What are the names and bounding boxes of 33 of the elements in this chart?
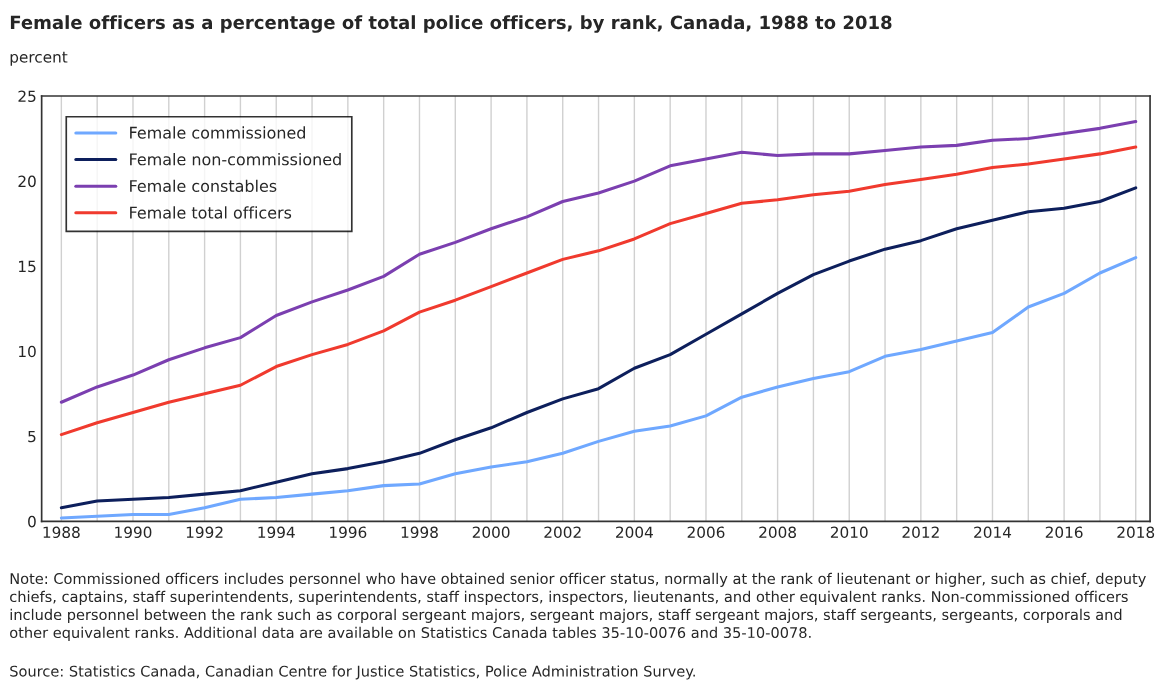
x-tick-label: 1990 <box>115 526 152 539</box>
legend-label: Female total officers <box>130 206 292 219</box>
x-tick-label: 2014 <box>974 526 1012 539</box>
legend-label: Female constables <box>130 179 277 193</box>
line-series <box>59 145 1138 437</box>
y-tick-label: 15 <box>19 260 36 273</box>
x-tick-label: 2016 <box>1045 526 1083 539</box>
y-tick-label: 20 <box>18 175 36 188</box>
y-axis-title: percent <box>10 51 68 66</box>
source-note: Source: Statistics Canada, Canadian Centre for Justice Statistics, Police Administration Survey. <box>10 665 695 680</box>
y-tick-label: 10 <box>19 345 36 358</box>
y-tick-label: 25 <box>18 90 36 103</box>
x-tick-label: 2018 <box>1117 526 1155 539</box>
x-tick-label: 1996 <box>330 526 367 539</box>
x-tick-label: 2012 <box>902 526 939 539</box>
x-tick-label: 2006 <box>687 526 725 539</box>
x-tick-label: 2000 <box>472 526 510 539</box>
x-tick-label: 1998 <box>401 526 438 539</box>
legend-label: Female non-commissioned <box>130 153 341 166</box>
y-tick-label: 0 <box>28 515 36 528</box>
legend-label: Female commissioned <box>130 126 305 139</box>
x-tick-label: 2010 <box>830 526 868 539</box>
chart-title: Female officers as a percentage of total police officers, by rank, Canada, 1988 to 2018 <box>10 15 892 33</box>
x-tick-label: 2002 <box>544 526 581 539</box>
x-tick-label: 1988 <box>43 526 80 539</box>
line-series <box>59 256 1138 520</box>
line-series <box>59 120 1138 404</box>
x-tick-label: 2008 <box>759 526 796 539</box>
text: Note: Commissioned officers includes personnel who have obtained senior officer status, normally at the rank of lieutenant or higher, such as chief, deputy chiefs, captains, staff superintendents, superintendents, staff inspectors, inspectors, lieutenants, and other equivalent ranks. Non-commissioned officers include personnel between the rank such as corporal sergeant majors, sergeant majors, staff sergeant majors, staff sergeants, sergeants, corporals and other equivalent ranks. Additional data are available on Statistics Canada tables 35-10-0076 and 35-10-0078. <box>10 572 1146 641</box>
x-tick-label: 1994 <box>258 526 295 539</box>
x-tick-label: 2004 <box>616 526 653 539</box>
y-tick-label: 5 <box>28 430 36 443</box>
x-tick-label: 1992 <box>186 526 223 539</box>
